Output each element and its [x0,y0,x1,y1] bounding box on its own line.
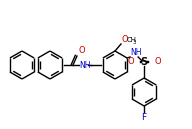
Text: NH: NH [79,61,91,70]
Text: O: O [79,46,85,55]
Text: 3: 3 [133,39,137,45]
Text: O: O [122,34,128,43]
Text: F: F [142,113,147,122]
Text: CH: CH [127,37,137,43]
Text: NH: NH [130,48,142,57]
Text: O: O [127,58,134,67]
Text: O: O [154,58,161,67]
Text: S: S [141,57,148,67]
